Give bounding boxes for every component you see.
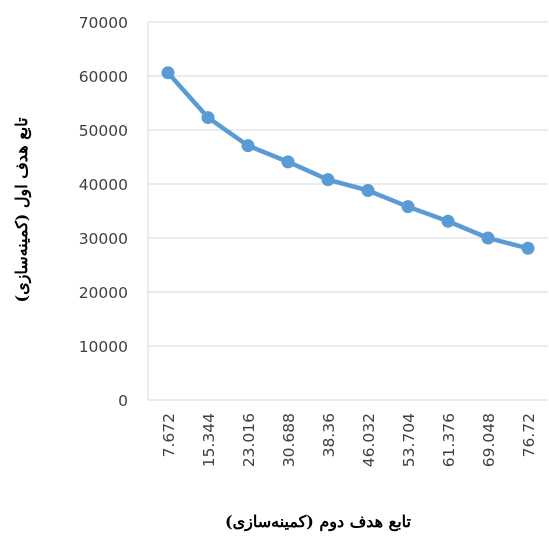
data-point [361, 183, 375, 197]
data-point [281, 155, 295, 169]
y-tick-label: 10000 [79, 338, 128, 356]
data-point [321, 173, 335, 187]
x-tick-label: 15.344 [200, 413, 218, 467]
x-tick-label: 69.048 [480, 413, 498, 467]
data-point [481, 231, 495, 245]
x-axis-title: تابع هدف دوم (کمینه‌سازی) [225, 512, 412, 532]
series-line [165, 70, 531, 251]
y-tick-label: 40000 [79, 176, 128, 194]
data-point [241, 139, 255, 153]
y-tick-label: 70000 [79, 14, 128, 32]
x-tick-label: 38.36 [320, 413, 338, 457]
x-tick-label: 23.016 [240, 413, 258, 467]
data-point [201, 111, 215, 125]
data-point [521, 241, 535, 255]
y-tick-label: 60000 [79, 68, 128, 86]
x-tick-label: 53.704 [400, 413, 418, 467]
x-tick-label: 46.032 [360, 413, 378, 467]
y-axis-title: تابع هدف اول (کمینه‌سازی) [12, 117, 32, 303]
data-point [161, 66, 175, 80]
data-points [161, 66, 535, 255]
y-tick-label: 20000 [79, 284, 128, 302]
x-tick-label: 61.376 [440, 413, 458, 467]
y-tick-labels: 0 10000 20000 30000 40000 50000 60000 70000 [79, 14, 128, 410]
y-tick-label: 0 [118, 392, 128, 410]
x-tick-label: 30.688 [280, 413, 298, 467]
y-tick-label: 30000 [79, 230, 128, 248]
x-tick-label: 7.672 [160, 413, 178, 457]
data-point [441, 214, 455, 228]
gridlines [147, 21, 548, 401]
y-tick-label: 50000 [79, 122, 128, 140]
data-point [401, 200, 415, 214]
x-tick-label: 76.72 [520, 413, 538, 457]
x-tick-labels: 7.672 15.344 23.016 30.688 38.36 46.032 53.704… [160, 413, 538, 467]
